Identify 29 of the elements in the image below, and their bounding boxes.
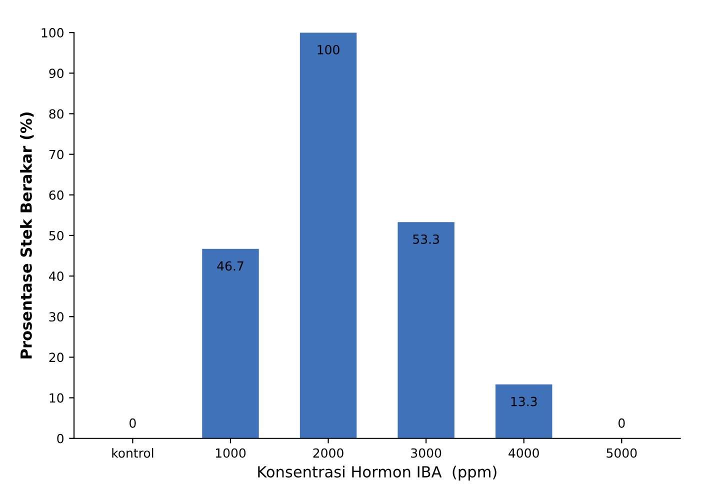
- bar: [398, 222, 454, 438]
- data-label: 0: [618, 418, 625, 428]
- x-tick-label: 1000: [216, 448, 246, 458]
- x-tick-label: 3000: [411, 448, 442, 458]
- bar: [300, 32, 357, 438]
- y-tick-label: 40: [49, 272, 64, 281]
- x-tick-label: 5000: [606, 448, 637, 458]
- x-tick-label: 2000: [313, 448, 344, 458]
- x-tick-label: kontrol: [112, 448, 154, 458]
- data-label: 100: [318, 44, 340, 54]
- y-tick-label: 50: [49, 230, 64, 240]
- x-axis-title: Konsentrasi Hormon IBA (ppm): [258, 466, 496, 481]
- y-tick-label: 0: [57, 434, 64, 444]
- data-label: 13.3: [511, 396, 537, 406]
- bar: [202, 248, 259, 438]
- y-tick-label: 10: [50, 393, 64, 403]
- y-tick-label: 80: [49, 109, 64, 119]
- y-tick-label: 60: [49, 190, 64, 200]
- bar: [496, 384, 552, 438]
- data-label: 46.7: [217, 261, 244, 271]
- y-axis-title: Prosentase Stek Berakar (%): [20, 112, 34, 358]
- x-tick-label: 4000: [508, 448, 539, 458]
- data-label: 0: [130, 418, 136, 428]
- y-tick-label: 20: [49, 352, 64, 362]
- data-label: 53.3: [413, 234, 439, 244]
- y-tick-label: 70: [49, 150, 64, 160]
- y-tick-label: 100: [42, 28, 64, 38]
- y-tick-label: 90: [49, 68, 64, 78]
- y-tick-label: 30: [49, 312, 64, 322]
